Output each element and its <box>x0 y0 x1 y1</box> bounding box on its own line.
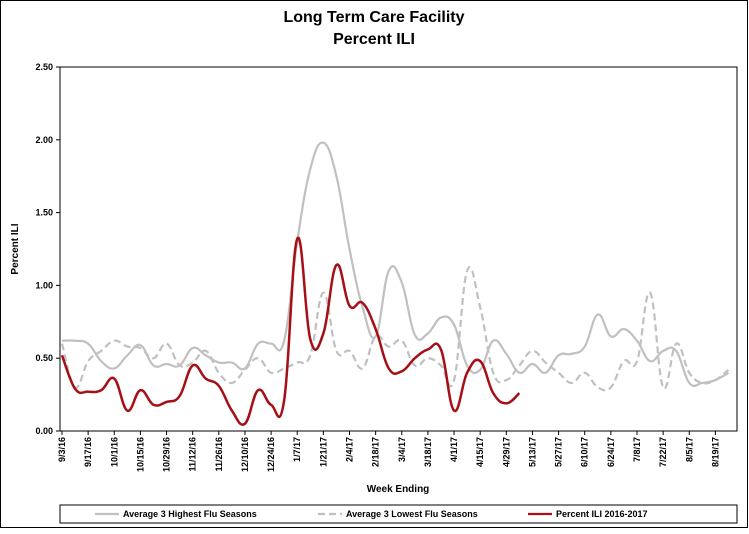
x-tick-label: 8/5/17 <box>684 437 694 462</box>
y-tick-label: 2.00 <box>35 135 53 145</box>
x-tick-label: 10/29/16 <box>162 437 172 472</box>
x-tick-label: 4/29/17 <box>501 437 511 467</box>
x-tick-label: 1/21/17 <box>318 437 328 467</box>
x-tick-label: 3/18/17 <box>423 437 433 467</box>
x-tick-label: 7/8/17 <box>632 437 642 462</box>
y-tick-label: 1.50 <box>35 208 53 218</box>
x-tick-label: 8/19/17 <box>710 437 720 467</box>
y-tick-label: 0.50 <box>35 353 53 363</box>
series-line <box>60 266 730 392</box>
legend-box <box>59 504 738 524</box>
x-tick-label: 5/27/17 <box>554 437 564 467</box>
x-tick-label: 2/4/17 <box>344 437 354 462</box>
y-tick-label: 1.00 <box>35 280 53 290</box>
y-tick-label: 2.50 <box>35 62 53 72</box>
x-tick-label: 9/3/16 <box>57 437 67 462</box>
x-tick-label: 10/15/16 <box>135 437 145 472</box>
x-tick-label: 6/24/17 <box>606 437 616 467</box>
x-tick-label: 3/4/17 <box>397 437 407 462</box>
x-tick-label: 12/10/16 <box>240 437 250 472</box>
plot-area <box>59 66 738 432</box>
x-tick-label: 11/12/16 <box>188 437 198 472</box>
x-tick-label: 2/18/17 <box>371 437 381 467</box>
x-tick-label: 11/26/16 <box>214 437 224 472</box>
legend-label: Percent ILI 2016-2017 <box>556 509 648 519</box>
chart-title: Long Term Care Facility <box>283 9 464 26</box>
series-line <box>61 141 730 388</box>
x-tick-label: 1/7/17 <box>292 437 302 462</box>
x-tick-label: 10/1/16 <box>109 437 119 467</box>
x-tick-label: 12/24/16 <box>266 437 276 472</box>
x-tick-label: 9/17/16 <box>83 437 93 467</box>
x-tick-label: 7/22/17 <box>658 437 668 467</box>
legend-label: Average 3 Lowest Flu Seasons <box>346 509 478 519</box>
x-tick-label: 5/13/17 <box>527 437 537 467</box>
x-tick-label: 4/1/17 <box>449 437 459 462</box>
x-tick-label: 6/10/17 <box>580 437 590 467</box>
y-tick-label: 0.00 <box>35 426 53 436</box>
chart-subtitle: Percent ILI <box>333 31 415 48</box>
series-line <box>60 236 521 426</box>
y-axis-title: Percent ILI <box>10 223 21 274</box>
x-axis-title: Week Ending <box>367 484 430 495</box>
x-tick-label: 4/15/17 <box>475 437 485 467</box>
legend-label: Average 3 Highest Flu Seasons <box>123 509 257 519</box>
